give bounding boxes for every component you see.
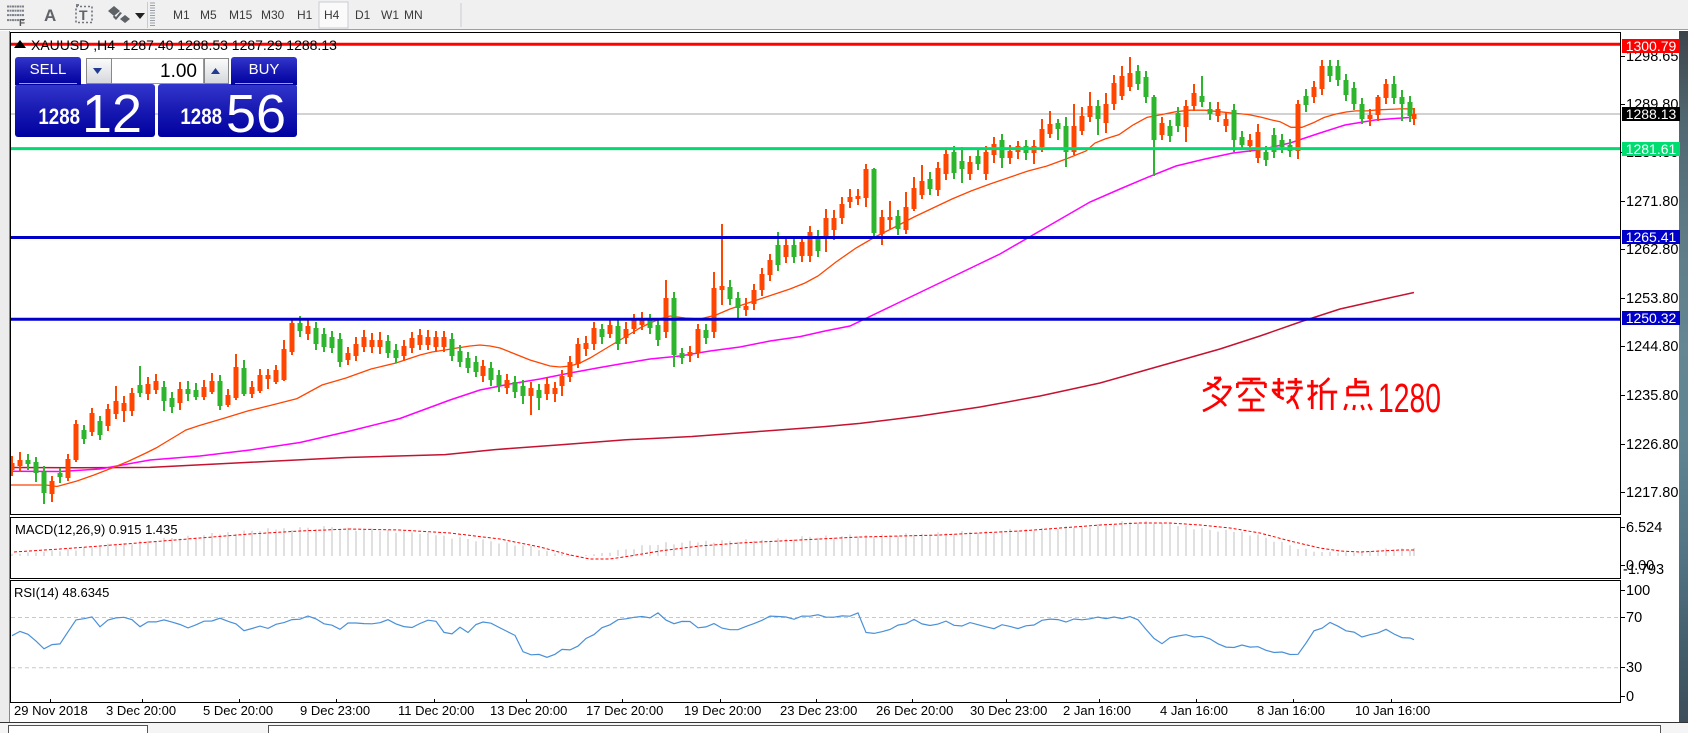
- svg-text:1280: 1280: [1378, 376, 1441, 421]
- svg-text:T: T: [79, 7, 88, 23]
- svg-text:F: F: [19, 18, 25, 29]
- svg-text:A: A: [44, 6, 56, 25]
